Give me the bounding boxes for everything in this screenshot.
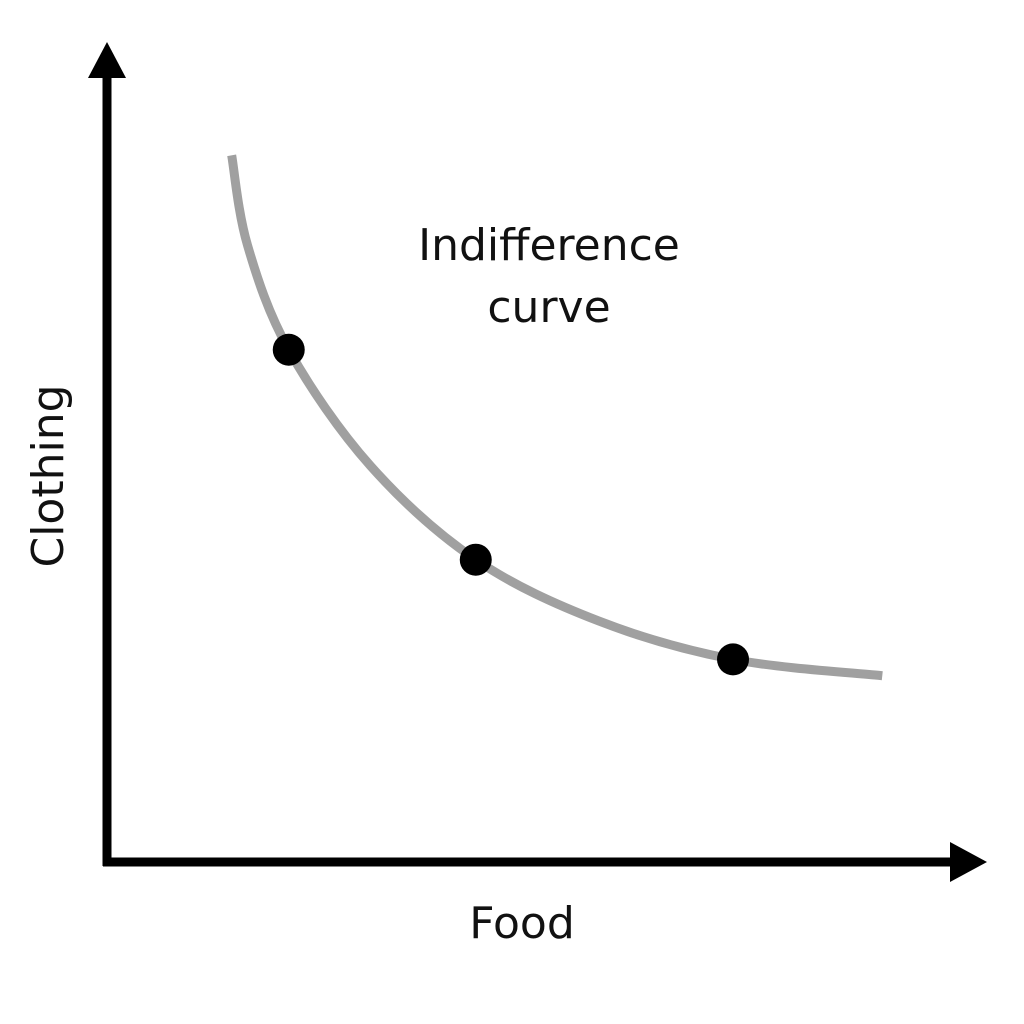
annotation-line-2: curve [487, 282, 610, 333]
bundle-point-1 [272, 333, 305, 366]
x-axis-arrow [950, 842, 987, 882]
bundle-point-2 [459, 543, 492, 576]
x-axis-label: Food [469, 898, 575, 949]
annotation-line-1: Indifference [418, 220, 680, 271]
bundle-point-3 [717, 643, 750, 676]
y-axis-label: Clothing [23, 384, 74, 567]
y-axis-arrow [88, 42, 126, 78]
